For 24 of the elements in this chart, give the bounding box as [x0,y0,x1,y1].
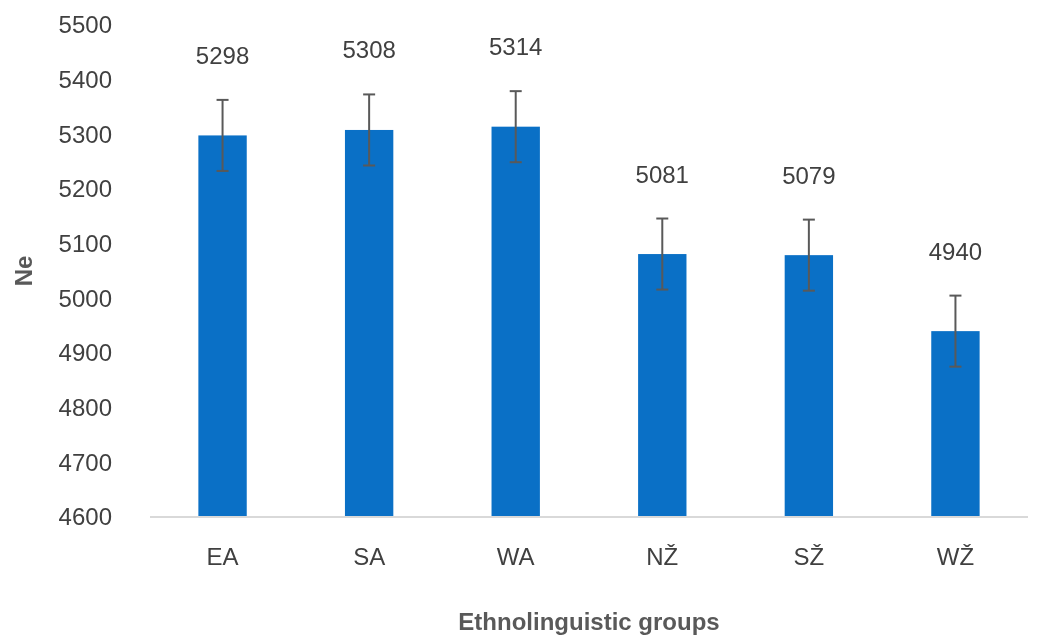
x-tick-label: WŽ [936,543,975,570]
y-tick-label: 4700 [58,448,112,476]
y-tick-label: 5400 [58,66,112,94]
y-tick-label: 5200 [58,175,112,203]
x-tick-label: EA [206,543,239,570]
x-tick-label: SA [353,543,386,570]
y-tick-label: 4900 [58,339,112,367]
x-axis-title: Ethnolinguistic groups [458,608,720,635]
data-label: 5079 [782,161,836,189]
data-label: 5298 [195,41,250,69]
y-axis-title: Ne [10,255,37,287]
x-tick-label: WA [496,543,535,570]
data-label: 5308 [342,36,396,64]
y-tick-label: 4800 [58,394,112,422]
y-tick-label: 5500 [58,11,112,39]
data-label: 4940 [928,237,983,265]
data-label: 5314 [489,33,543,61]
x-tick-label: NŽ [646,543,679,570]
y-tick-label: 5000 [58,284,112,312]
y-tick-label: 5300 [58,120,112,148]
y-tick-label: 4600 [58,503,112,531]
data-label: 5081 [635,160,689,188]
x-tick-label: SŽ [793,543,825,570]
y-tick-label: 5100 [58,230,112,258]
